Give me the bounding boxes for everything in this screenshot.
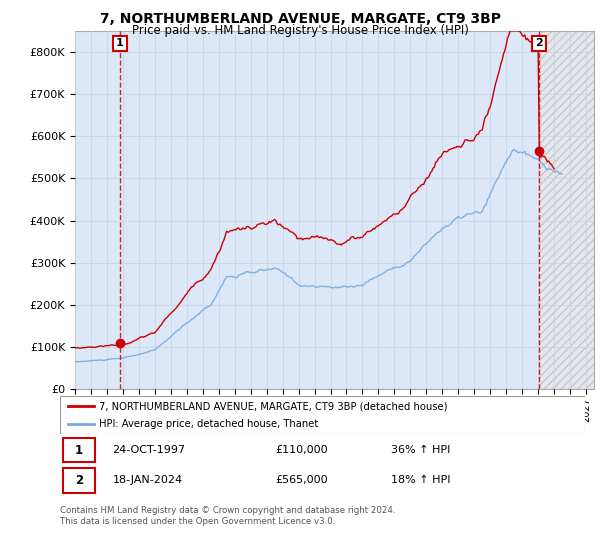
Text: 2: 2 [535,39,543,49]
Text: Contains HM Land Registry data © Crown copyright and database right 2024.
This d: Contains HM Land Registry data © Crown c… [60,506,395,526]
Text: 7, NORTHUMBERLAND AVENUE, MARGATE, CT9 3BP (detached house): 7, NORTHUMBERLAND AVENUE, MARGATE, CT9 3… [100,401,448,411]
FancyBboxPatch shape [62,468,95,493]
Text: HPI: Average price, detached house, Thanet: HPI: Average price, detached house, Than… [100,419,319,429]
Text: 36% ↑ HPI: 36% ↑ HPI [391,445,450,455]
Text: 1: 1 [116,39,124,49]
Text: 18-JAN-2024: 18-JAN-2024 [113,475,182,486]
Text: 7, NORTHUMBERLAND AVENUE, MARGATE, CT9 3BP: 7, NORTHUMBERLAND AVENUE, MARGATE, CT9 3… [100,12,500,26]
Text: Price paid vs. HM Land Registry's House Price Index (HPI): Price paid vs. HM Land Registry's House … [131,24,469,36]
Text: £565,000: £565,000 [275,475,328,486]
Text: 24-OCT-1997: 24-OCT-1997 [113,445,185,455]
FancyBboxPatch shape [62,438,95,463]
Text: 2: 2 [75,474,83,487]
Text: 18% ↑ HPI: 18% ↑ HPI [391,475,450,486]
Text: 1: 1 [75,444,83,457]
Bar [539,31,594,389]
Text: £110,000: £110,000 [275,445,328,455]
